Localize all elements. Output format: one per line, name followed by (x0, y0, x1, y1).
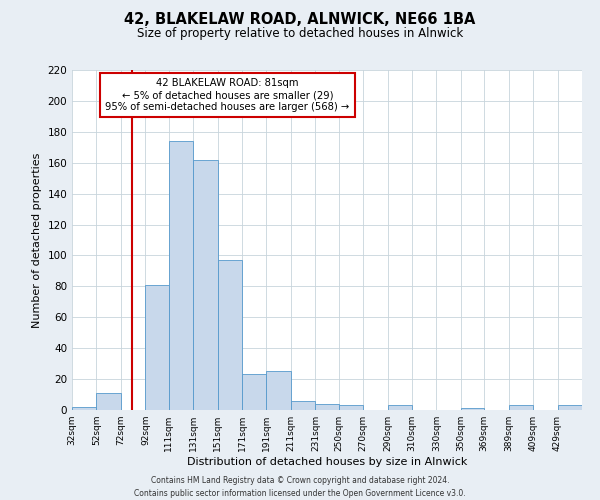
Bar (72, 407, 97, 410)
Text: 42, BLAKELAW ROAD, ALNWICK, NE66 1BA: 42, BLAKELAW ROAD, ALNWICK, NE66 1BA (124, 12, 476, 28)
Text: Size of property relative to detached houses in Alnwick: Size of property relative to detached ho… (137, 28, 463, 40)
Bar (509, 406, 533, 410)
Y-axis label: Number of detached properties: Number of detached properties (32, 152, 42, 328)
Bar (242, 374, 266, 410)
Bar (169, 141, 193, 410)
Bar (388, 406, 412, 410)
Bar (145, 285, 169, 410)
Bar (557, 406, 582, 410)
X-axis label: Distribution of detached houses by size in Alnwick: Distribution of detached houses by size … (187, 457, 467, 467)
Text: 42 BLAKELAW ROAD: 81sqm
← 5% of detached houses are smaller (29)
95% of semi-det: 42 BLAKELAW ROAD: 81sqm ← 5% of detached… (106, 78, 350, 112)
Bar (338, 406, 363, 410)
Bar (316, 404, 338, 410)
Bar (193, 160, 218, 410)
Bar (461, 408, 484, 410)
Bar (97, 393, 121, 410)
Bar (218, 260, 242, 410)
Text: Contains HM Land Registry data © Crown copyright and database right 2024.
Contai: Contains HM Land Registry data © Crown c… (134, 476, 466, 498)
Bar (291, 400, 316, 410)
Bar (266, 372, 291, 410)
